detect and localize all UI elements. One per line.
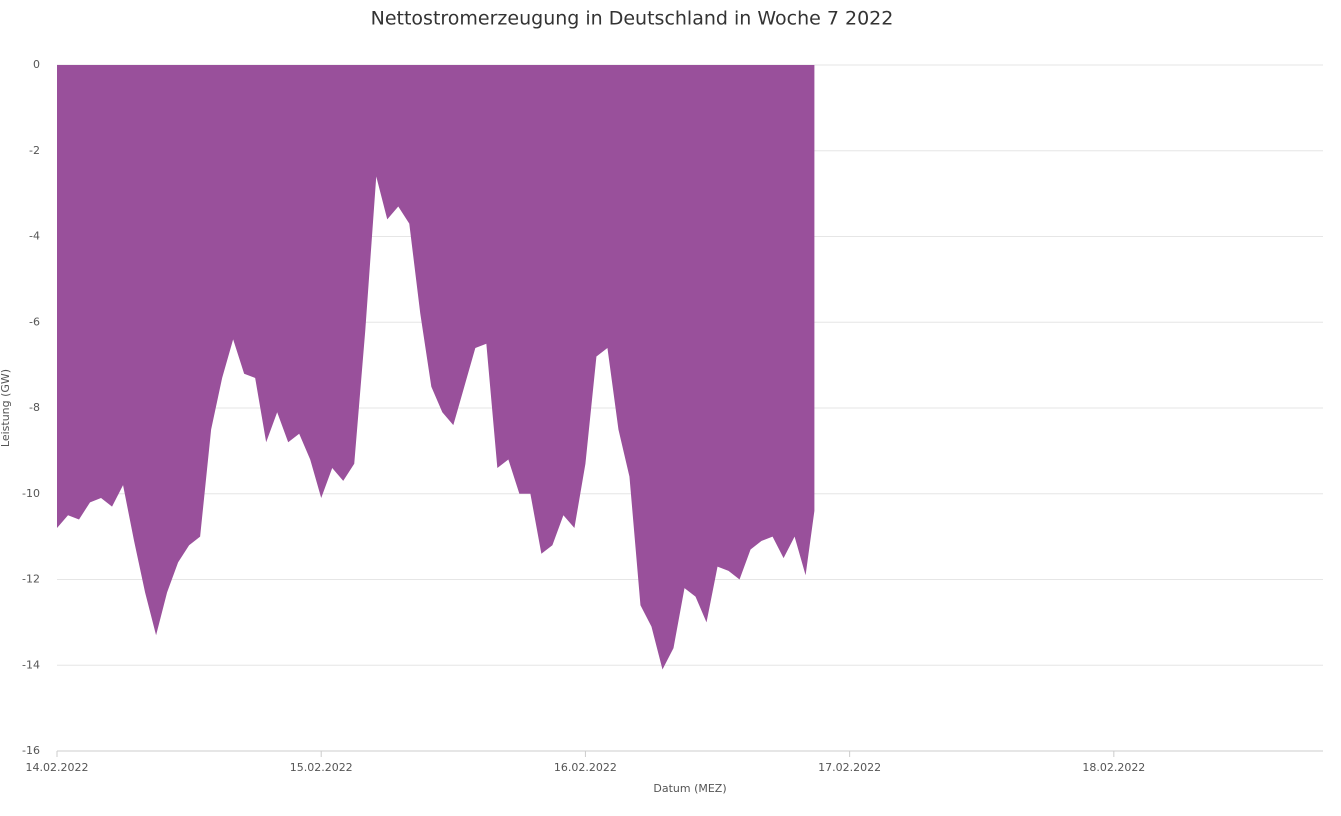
x-tick-label: 14.02.2022: [26, 761, 89, 774]
x-tick-label: 16.02.2022: [554, 761, 617, 774]
y-tick-label: -12: [22, 573, 40, 586]
chart-title: Nettostromerzeugung in Deutschland in Wo…: [371, 8, 894, 30]
y-tick-label: -8: [29, 401, 40, 414]
y-tick-label: 0: [33, 58, 40, 71]
y-tick-label: -2: [29, 144, 40, 157]
y-tick-label: -16: [22, 744, 40, 757]
x-tick-label: 15.02.2022: [290, 761, 353, 774]
y-tick-label: -4: [29, 230, 40, 243]
y-tick-label: -14: [22, 658, 40, 671]
x-tick-label: 18.02.2022: [1082, 761, 1145, 774]
y-axis-label: Leistung (GW): [0, 369, 12, 447]
y-tick-label: -10: [22, 487, 40, 500]
area: [57, 65, 815, 670]
y-tick-label: -6: [29, 315, 40, 328]
x-axis-label: Datum (MEZ): [653, 782, 726, 795]
x-tick-label: 17.02.2022: [818, 761, 881, 774]
